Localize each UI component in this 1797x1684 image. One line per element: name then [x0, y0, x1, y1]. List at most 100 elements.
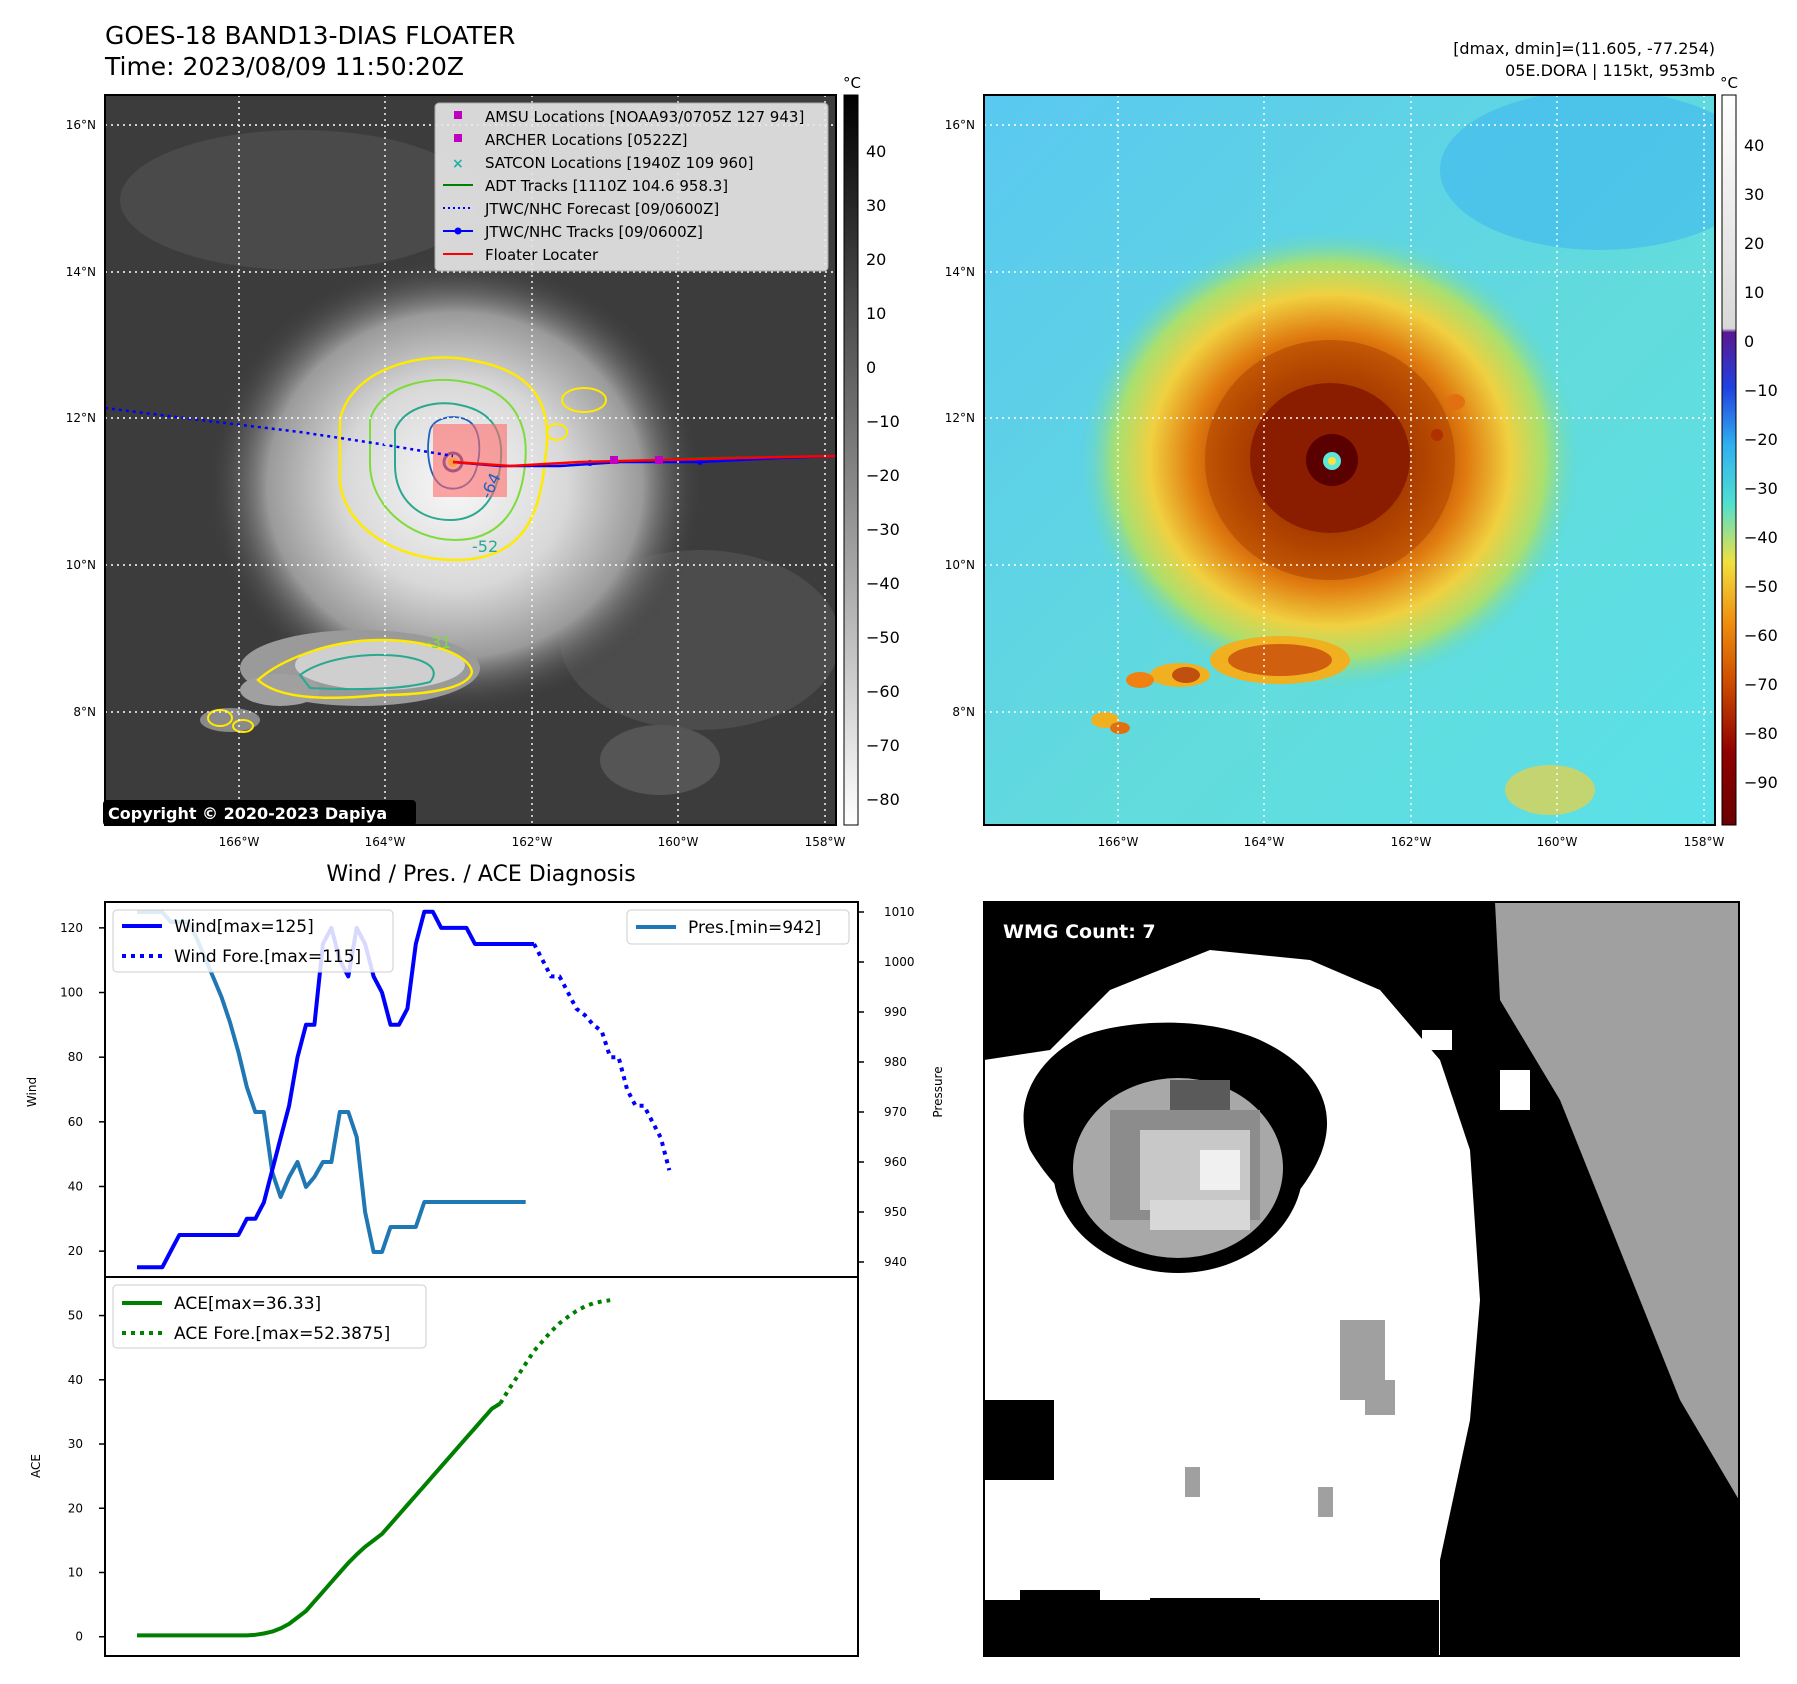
- wind-tick-label: 60: [68, 1115, 83, 1129]
- pressure-tick-label: 1010: [884, 905, 915, 919]
- ir-lat-tick-8: 8°N: [73, 705, 96, 719]
- ace-tick-label: 10: [68, 1565, 83, 1579]
- ace-tick-label: 40: [68, 1373, 83, 1387]
- col-lon-tick-166: 166°W: [1098, 835, 1139, 849]
- ace-chart: 0 10 20 30 40 50 ACE ACE[max=36.33] ACE Fore.…: [29, 1276, 859, 1657]
- wind-axis-label: Wind: [25, 1077, 39, 1107]
- col-cbar-tick-m60: −60: [1744, 626, 1778, 645]
- ir-cbar-tick-0: 0: [866, 358, 876, 377]
- ir-lon-tick-162: 162°W: [512, 835, 553, 849]
- storm-summary: 05E.DORA | 115kt, 953mb: [1505, 61, 1715, 80]
- ace-tick-label: 0: [75, 1630, 83, 1644]
- ace-tick-label: 30: [68, 1437, 83, 1451]
- wind-tick-label: 40: [68, 1179, 83, 1193]
- legend-wind-fore: Wind Fore.[max=115]: [174, 947, 361, 967]
- legend-pressure: Pres.[min=942]: [688, 918, 821, 938]
- col-lon-tick-158: 158°W: [1684, 835, 1725, 849]
- pressure-tick-label: 990: [884, 1005, 907, 1019]
- ir-cbar-tick-m80: −80: [866, 790, 900, 809]
- wind-legend: Wind[max=125] Wind Fore.[max=115]: [112, 909, 394, 973]
- col-lat-tick-10: 10°N: [945, 558, 975, 572]
- legend-item-satcon: SATCON Locations [1940Z 109 960]: [485, 154, 753, 172]
- figure-title: GOES-18 BAND13-DIAS FLOATER: [105, 21, 515, 50]
- col-cbar-tick-m80: −80: [1744, 724, 1778, 743]
- col-lat-tick-16: 16°N: [945, 118, 975, 132]
- ir-cbar-tick-30: 30: [866, 196, 886, 215]
- color-imagery: [984, 95, 1715, 825]
- legend-item-tracks: JTWC/NHC Tracks [09/0600Z]: [484, 223, 703, 241]
- wind-pressure-chart: 20 40 60 80 100 120 940 950 960 970 980 990 1000 101…: [25, 901, 945, 1278]
- ir-cbar-tick-m40: −40: [866, 574, 900, 593]
- wmg-imagery: [984, 902, 1739, 1656]
- ir-lon-tick-158: 158°W: [805, 835, 846, 849]
- wind-tick-label: 120: [60, 921, 83, 935]
- contour-label-2: -52: [472, 537, 498, 556]
- ir-colorbar: °C 40 30 20 10 0 −10 −20 −30 −40 −50 −60…: [843, 74, 900, 826]
- color-panel: 16°N 14°N 12°N 10°N 8°N 166°W 164°W 162°…: [945, 74, 1778, 849]
- figure-time: Time: 2023/08/09 11:50:20Z: [104, 52, 464, 81]
- wmg-count-label: WMG Count: 7: [1003, 921, 1156, 943]
- ir-lat-tick-10: 10°N: [66, 558, 96, 572]
- ir-lat-tick-16: 16°N: [66, 118, 96, 132]
- col-cbar-tick-m10: −10: [1744, 381, 1778, 400]
- contour-label-3: -31: [425, 633, 451, 652]
- copyright-box: [103, 800, 416, 826]
- pressure-tick-label: 950: [884, 1205, 907, 1219]
- legend-marker-satcon: ×: [452, 156, 464, 172]
- pressure-tick-label: 980: [884, 1055, 907, 1069]
- pressure-tick-label: 1000: [884, 955, 915, 969]
- pressure-tick-label: 960: [884, 1155, 907, 1169]
- col-cbar-tick-m90: −90: [1744, 773, 1778, 792]
- col-cbar-tick-10: 10: [1744, 283, 1764, 302]
- ir-lon-tick-160: 160°W: [658, 835, 699, 849]
- ir-lat-tick-14: 14°N: [66, 265, 96, 279]
- legend-marker-amsu: [454, 111, 462, 119]
- legend-ace-fore: ACE Fore.[max=52.3875]: [174, 1324, 390, 1344]
- ace-forecast-series-line: [498, 1298, 611, 1405]
- ir-cbar-tick-m10: −10: [866, 412, 900, 431]
- wmg-panel: WMG Count: 7: [983, 901, 1740, 1657]
- legend-item-forecast: JTWC/NHC Forecast [09/0600Z]: [484, 200, 719, 218]
- ace-legend: ACE[max=36.33] ACE Fore.[max=52.3875]: [112, 1284, 427, 1349]
- dmax-dmin-readout: [dmax, dmin]=(11.605, -77.254): [1453, 39, 1715, 58]
- ir-lon-tick-164: 164°W: [365, 835, 406, 849]
- col-lon-tick-160: 160°W: [1537, 835, 1578, 849]
- ir-cbar-tick-20: 20: [866, 250, 886, 269]
- col-cbar-tick-m20: −20: [1744, 430, 1778, 449]
- col-cbar-tick-30: 30: [1744, 185, 1764, 204]
- ir-colorbar-unit: °C: [843, 74, 861, 92]
- legend-marker-archer: [454, 134, 462, 142]
- ir-cbar-tick-40: 40: [866, 142, 886, 161]
- ir-lat-tick-12: 12°N: [66, 411, 96, 425]
- col-lat-tick-12: 12°N: [945, 411, 975, 425]
- col-colorbar-unit: °C: [1720, 74, 1738, 92]
- ir-cbar-tick-m20: −20: [866, 466, 900, 485]
- pressure-axis-label: Pressure: [931, 1066, 945, 1117]
- col-cbar-tick-0: 0: [1744, 332, 1754, 351]
- ir-cbar-tick-m70: −70: [866, 736, 900, 755]
- ir-cbar-tick-10: 10: [866, 304, 886, 323]
- ir-legend: AMSU Locations [NOAA93/0705Z 127 943] AR…: [434, 102, 829, 272]
- wmg-count-box: [996, 916, 1176, 946]
- ace-tick-label: 20: [68, 1501, 83, 1515]
- legend-ace: ACE[max=36.33]: [174, 1294, 321, 1314]
- col-lat-tick-8: 8°N: [952, 705, 975, 719]
- ace-tick-label: 50: [68, 1309, 83, 1323]
- col-lon-tick-162: 162°W: [1391, 835, 1432, 849]
- wind-tick-label: 20: [68, 1244, 83, 1258]
- wind-tick-label: 80: [68, 1050, 83, 1064]
- ir-panel: -64 -52 -31 AMSU Locations [NOAA93/0705Z…: [66, 74, 900, 849]
- col-lon-tick-164: 164°W: [1244, 835, 1285, 849]
- col-lat-tick-14: 14°N: [945, 265, 975, 279]
- col-cbar-tick-20: 20: [1744, 234, 1764, 253]
- pressure-tick-label: 970: [884, 1105, 907, 1119]
- wind-forecast-series-line: [532, 943, 672, 1171]
- ir-lon-tick-166: 166°W: [219, 835, 260, 849]
- col-cbar-tick-40: 40: [1744, 136, 1764, 155]
- col-cbar-tick-m50: −50: [1744, 577, 1778, 596]
- col-cbar-tick-m30: −30: [1744, 479, 1778, 498]
- legend-item-floater: Floater Locater: [485, 246, 599, 264]
- ir-cbar-tick-m60: −60: [866, 682, 900, 701]
- legend-wind: Wind[max=125]: [174, 917, 314, 937]
- copyright-text: Copyright © 2020-2023 Dapiya: [108, 804, 387, 823]
